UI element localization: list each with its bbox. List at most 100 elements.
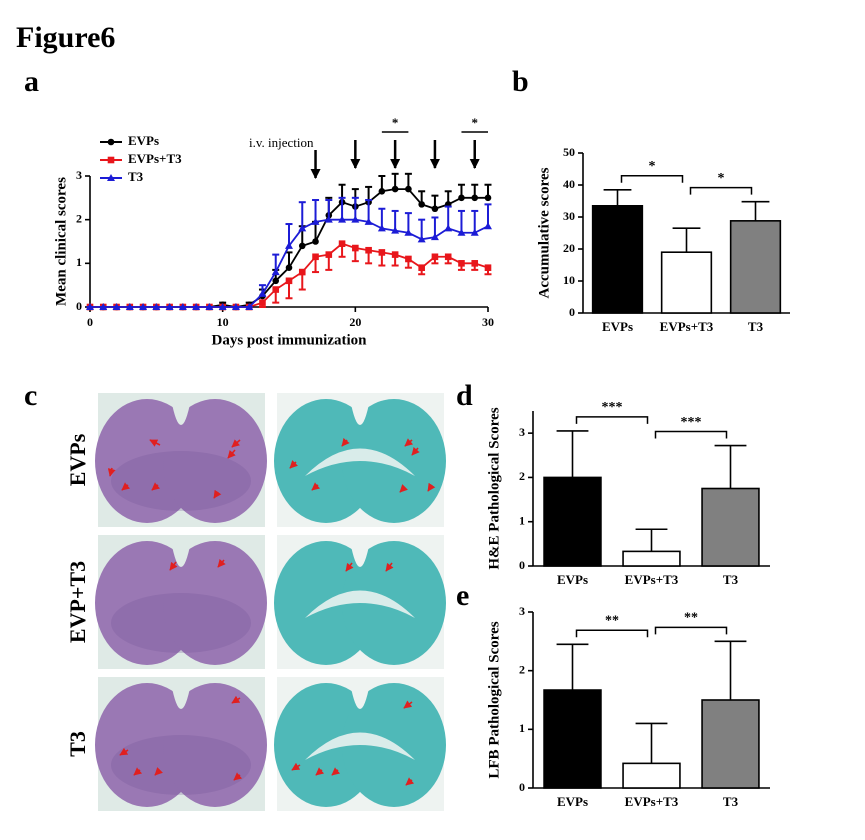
figure-title: Figure6 (16, 21, 115, 54)
grey-matter (305, 590, 415, 618)
point (458, 194, 465, 202)
point (258, 289, 267, 297)
point (431, 253, 439, 261)
red-arrow (107, 467, 116, 477)
bar (622, 550, 681, 567)
point (99, 303, 108, 310)
point (312, 238, 319, 245)
point (312, 253, 319, 261)
x-tick-label: 30 (482, 315, 494, 329)
point (378, 187, 386, 195)
y-tick-label: 20 (563, 241, 575, 255)
point (338, 215, 347, 223)
point (457, 228, 466, 236)
red-arrow (427, 482, 436, 492)
red-arrow (291, 762, 301, 771)
point (125, 303, 134, 310)
significance-label: * (718, 171, 725, 186)
panel-label: a (24, 65, 39, 98)
red-arrow (404, 438, 414, 447)
bar (701, 699, 760, 789)
point (298, 224, 307, 232)
point (324, 215, 333, 223)
micrograph (274, 535, 446, 669)
y-tick-label: 2 (519, 469, 525, 483)
red-arrow (403, 700, 413, 709)
legend-label: EVPs (128, 133, 159, 148)
point (218, 303, 227, 310)
y-tick-label: 50 (563, 145, 575, 159)
point (325, 251, 333, 258)
red-arrow (133, 767, 143, 776)
point (338, 240, 346, 247)
y-tick-label: 1 (76, 255, 82, 269)
point (351, 215, 360, 223)
point (444, 253, 452, 261)
bar (701, 487, 760, 567)
tissue-shade (111, 735, 251, 795)
point (365, 246, 372, 254)
point (272, 277, 280, 285)
tissue-shade (111, 593, 251, 653)
red-arrow (311, 482, 321, 491)
point (418, 264, 425, 271)
x-tick-label: 0 (87, 315, 93, 329)
y-tick-label: 10 (563, 273, 575, 287)
point (391, 185, 399, 193)
x-tick-label: EVPs+T3 (625, 794, 679, 809)
point (259, 299, 266, 306)
point (298, 268, 306, 276)
point (285, 277, 293, 285)
red-arrow (399, 484, 408, 493)
significance-label: * (392, 115, 399, 130)
significance-bracket (689, 186, 753, 195)
y-tick-label: 0 (519, 558, 525, 572)
y-tick-label: 3 (519, 604, 525, 618)
point (205, 303, 214, 310)
legend-marker (107, 138, 115, 146)
x-tick-label: T3 (748, 319, 764, 334)
bar (622, 762, 681, 789)
x-tick-label: EVPs (557, 572, 588, 587)
point (271, 268, 280, 276)
tissue-notch (350, 541, 370, 567)
point (192, 303, 201, 310)
bar (591, 205, 644, 314)
point (86, 303, 94, 310)
x-tick-label: T3 (723, 794, 739, 809)
grey-matter (305, 448, 415, 476)
legend-marker (107, 174, 115, 181)
red-arrow (385, 562, 394, 572)
point (391, 226, 400, 234)
legend-marker (107, 156, 115, 164)
y-tick-label: 0 (569, 305, 575, 319)
point (405, 255, 412, 263)
bar (543, 476, 602, 567)
point (378, 249, 386, 256)
tissue-notch (171, 683, 191, 709)
red-arrow (121, 482, 131, 491)
point (178, 303, 187, 310)
micrograph (95, 677, 267, 811)
red-arrow (213, 489, 222, 499)
red-arrow (227, 449, 236, 459)
tissue (163, 399, 267, 523)
point (405, 185, 412, 193)
micrograph (274, 393, 446, 527)
x-axis-title: Days post immunization (211, 332, 367, 348)
y-axis-title: LFB Pathological Scores (486, 621, 502, 778)
point (272, 286, 280, 293)
annotation: i.v. injection (249, 135, 314, 150)
red-arrow (405, 777, 415, 786)
micrograph (95, 535, 267, 669)
significance-label: * (649, 159, 656, 174)
point (471, 260, 479, 267)
red-arrow (217, 558, 226, 568)
x-tick-label: 20 (349, 315, 361, 329)
significance-bracket (620, 175, 684, 183)
significance-bracket (575, 629, 649, 638)
legend-label: T3 (128, 169, 144, 184)
tissue-notch (350, 399, 370, 425)
point (231, 303, 240, 310)
